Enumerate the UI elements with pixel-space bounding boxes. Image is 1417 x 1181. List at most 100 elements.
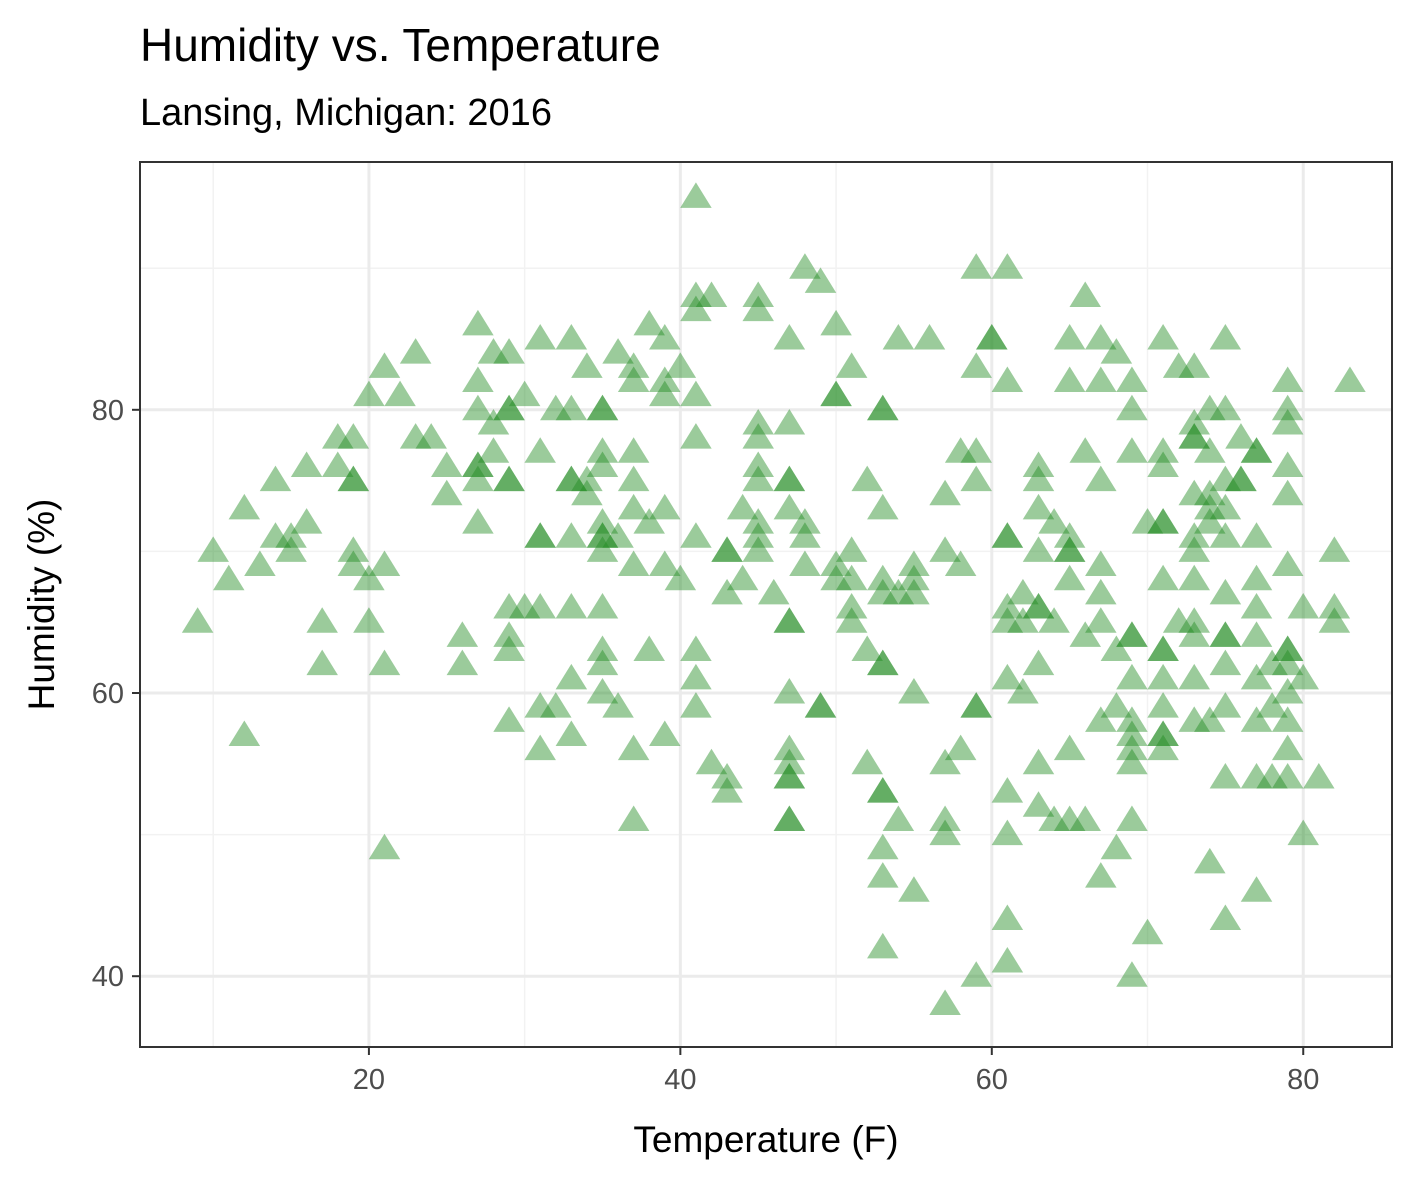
data-point (337, 465, 370, 492)
data-point (711, 578, 743, 605)
data-point (290, 451, 323, 477)
data-point (867, 932, 899, 959)
data-point (1334, 366, 1366, 392)
data-point (976, 324, 1008, 350)
data-point (493, 593, 525, 619)
data-point (1240, 621, 1273, 647)
data-point (1147, 324, 1179, 350)
data-point (991, 904, 1024, 931)
data-point (1194, 706, 1226, 732)
data-point (664, 564, 697, 591)
data-point (275, 536, 307, 562)
data-point (493, 621, 525, 647)
data-point (867, 862, 899, 888)
data-point (773, 324, 806, 350)
data-point (524, 593, 556, 619)
data-point (1085, 324, 1117, 350)
data-point (1116, 961, 1148, 987)
data-point (1085, 862, 1117, 888)
chart-title: Humidity vs. Temperature (140, 19, 661, 71)
data-point (991, 366, 1024, 392)
data-point (835, 607, 868, 633)
data-point (1085, 465, 1117, 492)
data-point (477, 408, 510, 435)
data-point (1178, 564, 1210, 591)
data-point (1240, 437, 1273, 463)
data-point (867, 564, 899, 591)
data-point (368, 352, 401, 378)
data-point (586, 508, 619, 534)
data-point (446, 621, 479, 647)
data-point (991, 522, 1024, 548)
data-point (617, 352, 650, 378)
data-point (1271, 635, 1304, 662)
data-point (1100, 635, 1133, 662)
data-point (773, 762, 806, 789)
data-point (711, 777, 743, 803)
data-point (617, 437, 650, 463)
data-point (524, 522, 556, 548)
data-point (1069, 621, 1101, 647)
data-point (1147, 663, 1179, 690)
data-point (1318, 593, 1351, 619)
data-point (353, 607, 385, 633)
data-point (742, 281, 774, 308)
data-point (586, 522, 619, 548)
data-point (1209, 465, 1242, 492)
data-point (617, 465, 650, 492)
data-point (960, 961, 992, 987)
data-point (789, 522, 821, 548)
data-point (1209, 621, 1242, 647)
data-point (1240, 437, 1273, 463)
data-point (789, 253, 821, 279)
data-point (867, 394, 899, 421)
data-point (571, 352, 603, 378)
data-point (1240, 876, 1273, 902)
y-tick-label: 40 (92, 961, 124, 993)
x-tick-label: 40 (664, 1064, 696, 1096)
data-point (462, 309, 494, 336)
data-point (1022, 748, 1055, 775)
data-point (680, 522, 712, 548)
data-point (1116, 437, 1148, 463)
data-point (882, 324, 915, 350)
data-point (493, 635, 525, 662)
data-point (867, 833, 899, 860)
data-point (1069, 805, 1101, 831)
data-point (353, 380, 385, 407)
data-point (835, 352, 868, 378)
data-point (742, 451, 774, 477)
data-point (804, 692, 837, 718)
data-point (493, 706, 525, 732)
data-point (571, 465, 603, 492)
data-point (976, 324, 1008, 350)
data-point (384, 380, 416, 407)
y-tick-label: 60 (92, 678, 124, 710)
data-point (477, 338, 510, 364)
x-axis-ticks: 20 40 60 80 (353, 1047, 1319, 1096)
data-point (820, 564, 852, 591)
data-point (680, 281, 712, 308)
data-point (1271, 734, 1304, 761)
data-point (867, 777, 899, 803)
data-point (789, 508, 821, 534)
data-point (1240, 593, 1273, 619)
data-point (804, 692, 837, 718)
data-point (1147, 635, 1179, 662)
data-point (649, 324, 681, 350)
data-point (1085, 366, 1117, 392)
data-point (804, 267, 837, 293)
data-point (1022, 791, 1055, 817)
data-point (960, 692, 992, 718)
y-tick-label: 80 (92, 395, 124, 427)
data-point (789, 550, 821, 577)
data-point (431, 451, 463, 477)
data-point (1287, 663, 1319, 690)
data-point (711, 762, 743, 789)
data-point (1240, 663, 1273, 690)
data-point (1194, 394, 1226, 421)
data-point (773, 408, 806, 435)
data-point (259, 465, 292, 492)
data-point (1147, 564, 1179, 591)
